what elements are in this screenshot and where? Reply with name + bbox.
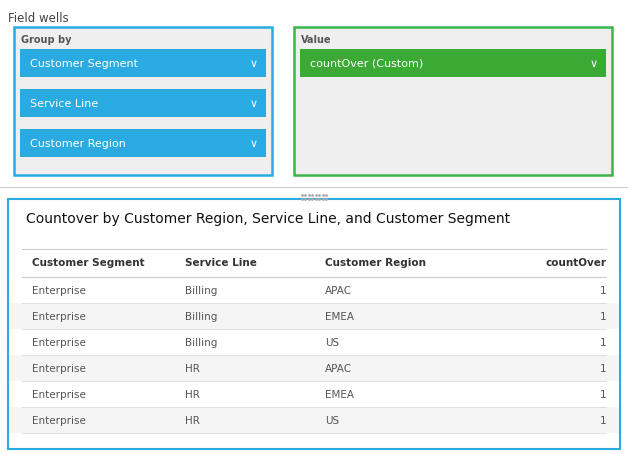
Text: 1: 1: [599, 389, 606, 399]
Text: countOver: countOver: [545, 258, 606, 268]
Text: Customer Segment: Customer Segment: [30, 59, 138, 69]
Text: Enterprise: Enterprise: [32, 285, 86, 295]
Text: EMEA: EMEA: [325, 389, 354, 399]
Text: 1: 1: [599, 415, 606, 425]
FancyBboxPatch shape: [20, 130, 266, 157]
FancyBboxPatch shape: [14, 28, 272, 176]
Text: Enterprise: Enterprise: [32, 389, 86, 399]
FancyBboxPatch shape: [294, 28, 612, 176]
FancyBboxPatch shape: [20, 50, 266, 78]
Text: US: US: [325, 415, 339, 425]
Text: APAC: APAC: [325, 285, 352, 295]
Text: US: US: [325, 337, 339, 347]
Text: Enterprise: Enterprise: [32, 311, 86, 321]
Text: Billing: Billing: [185, 337, 217, 347]
Text: Billing: Billing: [185, 311, 217, 321]
Text: 1: 1: [599, 311, 606, 321]
Text: Countover by Customer Region, Service Line, and Customer Segment: Countover by Customer Region, Service Li…: [26, 212, 510, 226]
Text: Service Line: Service Line: [185, 258, 257, 268]
Text: Field wells: Field wells: [8, 12, 68, 25]
Text: ∨: ∨: [590, 59, 598, 69]
FancyBboxPatch shape: [9, 303, 619, 329]
Text: Customer Region: Customer Region: [325, 258, 426, 268]
Text: APAC: APAC: [325, 363, 352, 373]
Text: Value: Value: [301, 35, 332, 45]
Text: 1: 1: [599, 337, 606, 347]
Text: Group by: Group by: [21, 35, 72, 45]
Text: Enterprise: Enterprise: [32, 415, 86, 425]
Text: 1: 1: [599, 285, 606, 295]
FancyBboxPatch shape: [8, 200, 620, 449]
FancyBboxPatch shape: [20, 90, 266, 118]
Text: countOver (Custom): countOver (Custom): [310, 59, 423, 69]
Text: ∨: ∨: [250, 59, 258, 69]
FancyBboxPatch shape: [9, 329, 619, 355]
Text: ∨: ∨: [250, 99, 258, 109]
Text: Customer Region: Customer Region: [30, 139, 126, 149]
Text: EMEA: EMEA: [325, 311, 354, 321]
FancyBboxPatch shape: [300, 50, 606, 78]
Text: Billing: Billing: [185, 285, 217, 295]
Text: Enterprise: Enterprise: [32, 363, 86, 373]
Text: Service Line: Service Line: [30, 99, 98, 109]
FancyBboxPatch shape: [9, 355, 619, 381]
Text: ∨: ∨: [250, 139, 258, 149]
FancyBboxPatch shape: [9, 407, 619, 433]
Text: HR: HR: [185, 389, 200, 399]
Text: HR: HR: [185, 415, 200, 425]
Text: Customer Segment: Customer Segment: [32, 258, 144, 268]
FancyBboxPatch shape: [9, 278, 619, 303]
Text: Enterprise: Enterprise: [32, 337, 86, 347]
FancyBboxPatch shape: [9, 381, 619, 407]
Text: 1: 1: [599, 363, 606, 373]
Text: HR: HR: [185, 363, 200, 373]
